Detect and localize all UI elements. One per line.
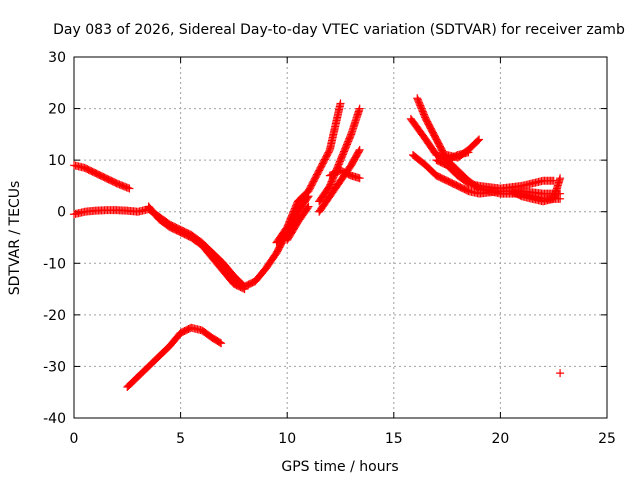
series-outlier bbox=[556, 369, 565, 378]
series-track-3 bbox=[144, 202, 249, 294]
data-point bbox=[556, 174, 565, 183]
y-tick-label: -10 bbox=[43, 256, 66, 272]
y-tick-label: -30 bbox=[43, 359, 66, 375]
data-point bbox=[303, 203, 312, 212]
y-tick-label: -40 bbox=[43, 411, 66, 427]
data-point bbox=[474, 136, 483, 145]
data-point bbox=[355, 174, 364, 183]
data-point bbox=[125, 184, 134, 193]
data-point bbox=[355, 145, 364, 154]
data-point bbox=[355, 104, 364, 113]
x-tick-labels: 0 5 10 15 20 25 bbox=[70, 431, 616, 447]
series-track-5 bbox=[272, 99, 345, 247]
series-track-15 bbox=[507, 174, 565, 206]
y-tick-label: -20 bbox=[43, 308, 66, 324]
series-track-1 bbox=[70, 161, 134, 193]
data-point bbox=[354, 147, 363, 156]
plot-frame bbox=[73, 56, 608, 419]
y-axis-label: SDTVAR / TECUs bbox=[7, 181, 23, 296]
x-tick-label: 20 bbox=[491, 431, 509, 447]
x-axis-label: GPS time / hours bbox=[281, 459, 398, 475]
series-track-14 bbox=[443, 135, 484, 162]
x-tick-label: 5 bbox=[176, 431, 185, 447]
data-point bbox=[304, 202, 313, 211]
data-point bbox=[556, 369, 565, 378]
ticks bbox=[73, 56, 608, 419]
y-tick-labels: -40 -30 -20 -10 0 10 20 30 bbox=[43, 50, 66, 427]
x-tick-label: 10 bbox=[278, 431, 296, 447]
series-track-6 bbox=[283, 202, 313, 245]
y-tick-label: 20 bbox=[48, 102, 66, 118]
x-tick-label: 15 bbox=[385, 431, 403, 447]
series-track-4 bbox=[123, 323, 226, 392]
y-tick-label: 0 bbox=[57, 205, 66, 221]
data-point bbox=[556, 189, 565, 198]
x-tick-label: 25 bbox=[598, 431, 616, 447]
data-point bbox=[239, 284, 248, 293]
series-track-13 bbox=[432, 156, 558, 193]
data-point bbox=[336, 99, 345, 108]
y-tick-label: 10 bbox=[48, 153, 66, 169]
series-track-8 bbox=[315, 145, 364, 216]
y-tick-label: 30 bbox=[48, 50, 66, 66]
data-points bbox=[70, 94, 565, 392]
series-track-9 bbox=[325, 166, 364, 183]
x-tick-label: 0 bbox=[70, 431, 79, 447]
chart-title: Day 083 of 2026, Sidereal Day-to-day VTE… bbox=[53, 22, 625, 38]
data-point bbox=[217, 339, 226, 348]
data-point bbox=[240, 285, 249, 294]
data-point bbox=[215, 338, 224, 347]
data-point bbox=[475, 135, 484, 144]
